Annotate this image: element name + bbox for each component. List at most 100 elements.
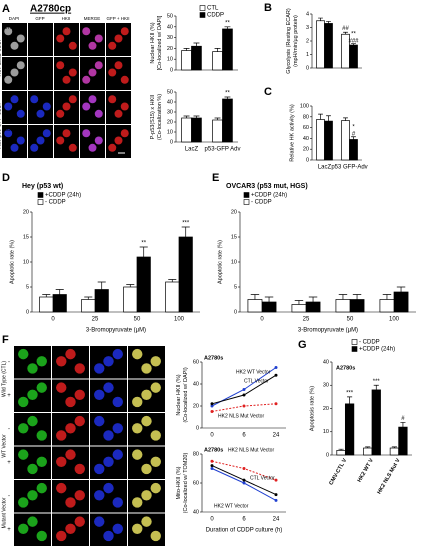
cell <box>82 102 91 111</box>
row-sign: + <box>7 460 11 466</box>
y-tick-label: 80 <box>193 451 199 457</box>
annotation: ** <box>141 241 146 247</box>
point <box>274 366 278 369</box>
cell <box>150 430 161 441</box>
cell <box>65 396 76 408</box>
error-bar <box>352 294 362 300</box>
annotation: # <box>401 416 405 422</box>
point <box>242 404 246 408</box>
cell <box>56 430 67 441</box>
cell <box>74 490 85 501</box>
bar <box>316 119 325 161</box>
cell <box>27 415 38 427</box>
cell <box>4 129 13 138</box>
cell <box>132 396 143 408</box>
error-bar <box>351 43 356 46</box>
annotation: ** <box>225 91 230 97</box>
error-bar <box>351 136 356 140</box>
cell <box>114 61 123 70</box>
cell <box>108 41 117 50</box>
error-bar <box>193 115 200 118</box>
y-tick-label: 100 <box>300 103 309 109</box>
x-tick-label: LacZ <box>185 147 199 153</box>
cell <box>10 143 19 152</box>
x-tick-label: p53 GFP-Adv <box>331 165 367 171</box>
x-tick-label: 50 <box>134 317 141 323</box>
y-axis-label: Mito-HKII (%) <box>176 466 182 499</box>
chart-title: OVCAR3 (p53 mut, HGS) <box>226 183 308 190</box>
bar <box>291 304 307 313</box>
cell <box>150 356 161 367</box>
bar <box>181 50 192 71</box>
error-bar <box>343 117 348 121</box>
x-tick-label: 0 <box>210 517 214 523</box>
bar <box>316 20 325 69</box>
cell <box>36 430 47 441</box>
cell <box>18 449 29 460</box>
bar <box>52 294 67 313</box>
cell <box>18 423 29 434</box>
bar <box>349 299 365 313</box>
error-bar <box>183 48 190 51</box>
x-tick-label: 6 <box>242 517 246 523</box>
point <box>274 493 278 497</box>
legend-label: +CDDP (24h) <box>45 193 81 199</box>
x-tick-label: HK2 NLS Mut V <box>376 457 401 495</box>
row-sign: - <box>8 494 10 500</box>
cell <box>141 463 152 475</box>
cell <box>4 75 13 84</box>
panel-label: E <box>212 172 219 184</box>
bar <box>181 117 192 143</box>
cell <box>82 27 91 36</box>
cell <box>27 389 38 400</box>
y-axis-label: Apoptotic rate (%) <box>9 240 15 284</box>
bar <box>123 286 138 313</box>
cell <box>65 423 76 434</box>
y-tick-label: 15 <box>23 234 29 240</box>
cell <box>112 523 123 534</box>
error-bar <box>214 48 221 52</box>
y-tick-label: 5 <box>26 284 29 290</box>
y-tick-label: 20 <box>303 147 309 153</box>
cell <box>141 415 152 427</box>
cell <box>62 27 71 36</box>
error-bar <box>193 42 200 47</box>
error-bar <box>214 117 221 120</box>
chart-title: A2780s <box>204 355 223 361</box>
legend-swatch <box>243 199 250 205</box>
y-tick-label: 0 <box>196 425 199 431</box>
bar <box>191 45 202 71</box>
error-bar <box>326 115 331 122</box>
cell <box>65 348 76 360</box>
x-tick-label: 6 <box>242 433 246 439</box>
error-bar <box>294 300 304 305</box>
cell <box>36 482 47 494</box>
bar <box>324 23 333 69</box>
legend-swatch <box>37 192 44 198</box>
row-label: CDDP <box>4 127 17 132</box>
y-axis-label: P-p53(S15) x HKII <box>150 94 156 139</box>
cell <box>4 27 13 36</box>
cell <box>88 41 97 50</box>
error-bar <box>264 296 274 302</box>
cell <box>56 456 67 467</box>
y-tick-label: 20 <box>193 403 199 409</box>
point <box>210 464 214 468</box>
error-bar <box>391 446 397 449</box>
bar <box>379 299 395 313</box>
cell <box>112 348 123 360</box>
y-tick-label: 10 <box>167 129 173 135</box>
bar <box>81 299 96 313</box>
cell <box>103 430 114 441</box>
bar <box>178 236 193 313</box>
row-sign: - <box>8 427 10 433</box>
error-bar <box>97 281 106 290</box>
error-bar <box>183 115 190 118</box>
bar <box>261 301 277 313</box>
cell <box>36 61 45 70</box>
point <box>210 467 214 470</box>
row-label: CDDP <box>4 59 17 64</box>
error-bar <box>181 226 190 237</box>
bar <box>349 44 358 69</box>
cell <box>16 61 25 70</box>
